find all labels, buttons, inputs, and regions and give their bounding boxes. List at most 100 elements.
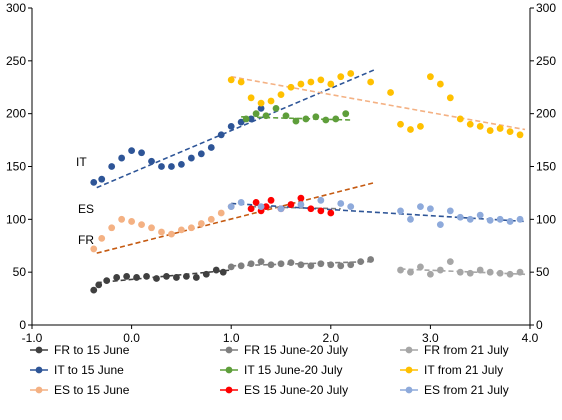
data-point: [257, 203, 265, 211]
data-point: [446, 258, 454, 265]
data-point: [118, 154, 126, 162]
data-point: [332, 115, 340, 123]
data-point: [317, 76, 325, 84]
legend-swatch-marker: [35, 386, 43, 394]
data-point: [367, 256, 375, 263]
data-point: [307, 78, 315, 86]
data-point: [237, 262, 245, 270]
data-point: [456, 115, 464, 123]
data-points: [90, 70, 524, 294]
data-point: [466, 269, 474, 277]
data-point: [496, 125, 504, 132]
data-point: [242, 115, 250, 123]
legend-swatch-marker: [35, 346, 43, 354]
data-point: [252, 199, 260, 206]
data-point: [158, 228, 165, 236]
data-point: [187, 224, 195, 232]
data-point: [516, 268, 524, 276]
trendline: [231, 75, 526, 131]
data-point: [158, 163, 165, 170]
data-point: [217, 131, 225, 139]
legend-item: FR from 21 July: [400, 343, 509, 357]
legend-label: ES 15 June-20 July: [244, 383, 348, 397]
data-point: [173, 274, 180, 281]
data-point: [516, 131, 524, 139]
data-point: [486, 268, 494, 276]
legend-swatch-marker: [405, 386, 413, 394]
data-point: [436, 221, 444, 229]
legend-item: FR 15 June-20 July: [220, 343, 348, 357]
data-point: [367, 78, 375, 86]
data-point: [317, 207, 325, 215]
data-point: [466, 120, 474, 128]
data-point: [262, 112, 270, 120]
data-point: [486, 127, 494, 134]
data-point: [187, 154, 195, 162]
data-point: [148, 157, 155, 165]
data-point: [118, 215, 126, 223]
x-tick-label: 0.0: [123, 331, 140, 345]
data-point: [237, 118, 245, 126]
data-point: [182, 272, 190, 280]
data-point: [178, 226, 185, 234]
data-point: [476, 211, 484, 219]
data-point: [397, 120, 404, 128]
data-point: [267, 261, 275, 269]
legend-label: ES to 15 June: [54, 383, 130, 397]
data-point: [168, 230, 175, 238]
y-tick-label-left: 0: [19, 318, 26, 332]
data-point: [277, 205, 285, 213]
legend-item: ES 15 June-20 July: [220, 383, 348, 397]
data-point: [456, 268, 464, 276]
data-point: [317, 196, 325, 204]
data-point: [128, 147, 136, 155]
legend-item: IT to 15 June: [30, 363, 124, 377]
data-point: [98, 175, 106, 183]
data-point: [387, 89, 394, 96]
data-point: [90, 286, 98, 294]
data-point: [417, 122, 424, 130]
data-point: [446, 207, 454, 215]
data-point: [123, 272, 131, 280]
data-point: [357, 258, 365, 265]
annotation-fr: FR: [78, 233, 94, 247]
legend-label: IT 15 June-20 July: [244, 363, 343, 377]
data-point: [436, 80, 444, 88]
data-point: [397, 207, 404, 215]
data-point: [342, 110, 350, 118]
data-point: [197, 150, 205, 158]
y-ticks-left: 0 50 100 150 200 250 300: [6, 1, 32, 332]
data-point: [456, 213, 464, 221]
data-point: [227, 122, 235, 130]
data-point: [292, 117, 300, 125]
legend-swatch-marker: [225, 346, 233, 354]
data-point: [337, 73, 345, 81]
y-tick-label-left: 100: [6, 212, 26, 226]
data-point: [287, 259, 295, 267]
x-tick-label: 3.0: [422, 331, 439, 345]
data-point: [407, 126, 414, 133]
data-point: [282, 112, 290, 120]
data-point: [90, 178, 98, 186]
data-point: [516, 215, 524, 223]
data-point: [312, 113, 320, 121]
data-point: [197, 220, 205, 227]
legend-item: IT 15 June-20 July: [220, 363, 343, 377]
data-point: [212, 266, 220, 274]
data-point: [277, 260, 285, 268]
data-point: [272, 104, 280, 112]
data-point: [322, 116, 330, 124]
x-tick-label: -1.0: [22, 331, 43, 345]
data-point: [486, 216, 494, 224]
data-point: [227, 76, 235, 84]
data-point: [148, 224, 155, 232]
data-point: [237, 78, 245, 86]
data-point: [192, 274, 200, 281]
data-point: [476, 122, 484, 130]
data-point: [407, 215, 414, 223]
data-point: [446, 94, 454, 102]
data-point: [252, 110, 260, 118]
data-point: [98, 234, 106, 242]
legend-label: IT from 21 July: [424, 363, 503, 377]
data-point: [257, 99, 265, 107]
